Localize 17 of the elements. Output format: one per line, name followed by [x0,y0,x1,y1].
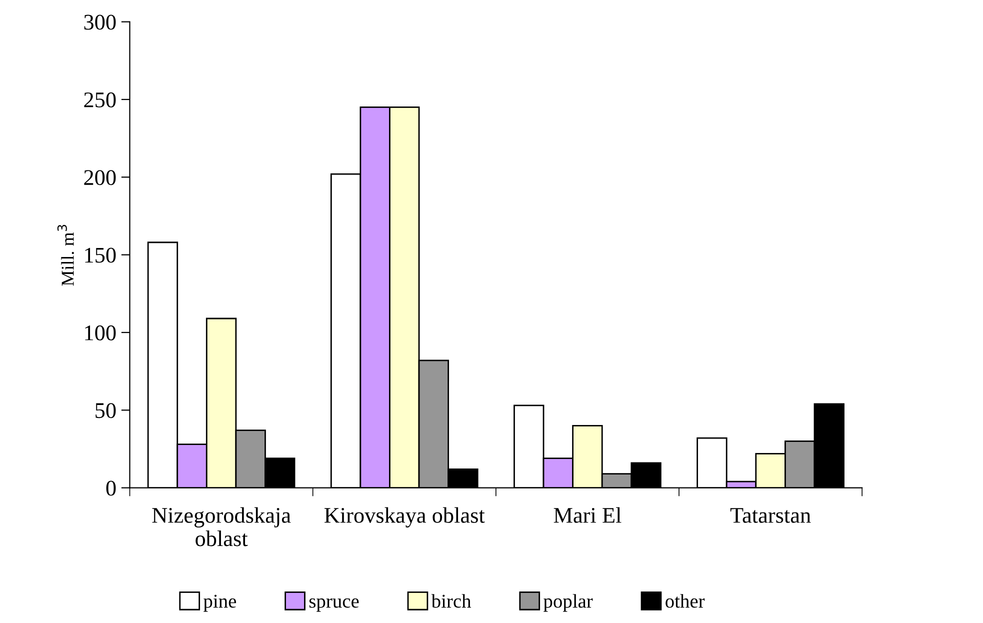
y-tick-label: 150 [85,248,116,263]
x-tick-label: Nizegorodskaja oblast [152,507,291,546]
x-tick-label: Mari El [554,507,622,523]
y-tick-label: 50 [96,403,116,418]
y-tick-label: 0 [106,480,116,496]
legend-label: other [666,594,705,608]
legend-label: birch [431,594,472,608]
legend-label: pine [204,594,236,612]
y-tick-label: 200 [84,170,116,186]
x-tick-label: Kirovskaya oblast [324,507,485,528]
y-tick-label: 100 [85,325,116,340]
y-tick-label: 250 [84,92,116,108]
x-tick-label: Tatarstan [730,508,811,523]
y-tick-label: 300 [84,14,116,30]
y-axis-title: Mill. m$^{3}$ [57,224,74,286]
legend-label: spruce [309,598,359,612]
legend-label: poplar [544,594,593,612]
